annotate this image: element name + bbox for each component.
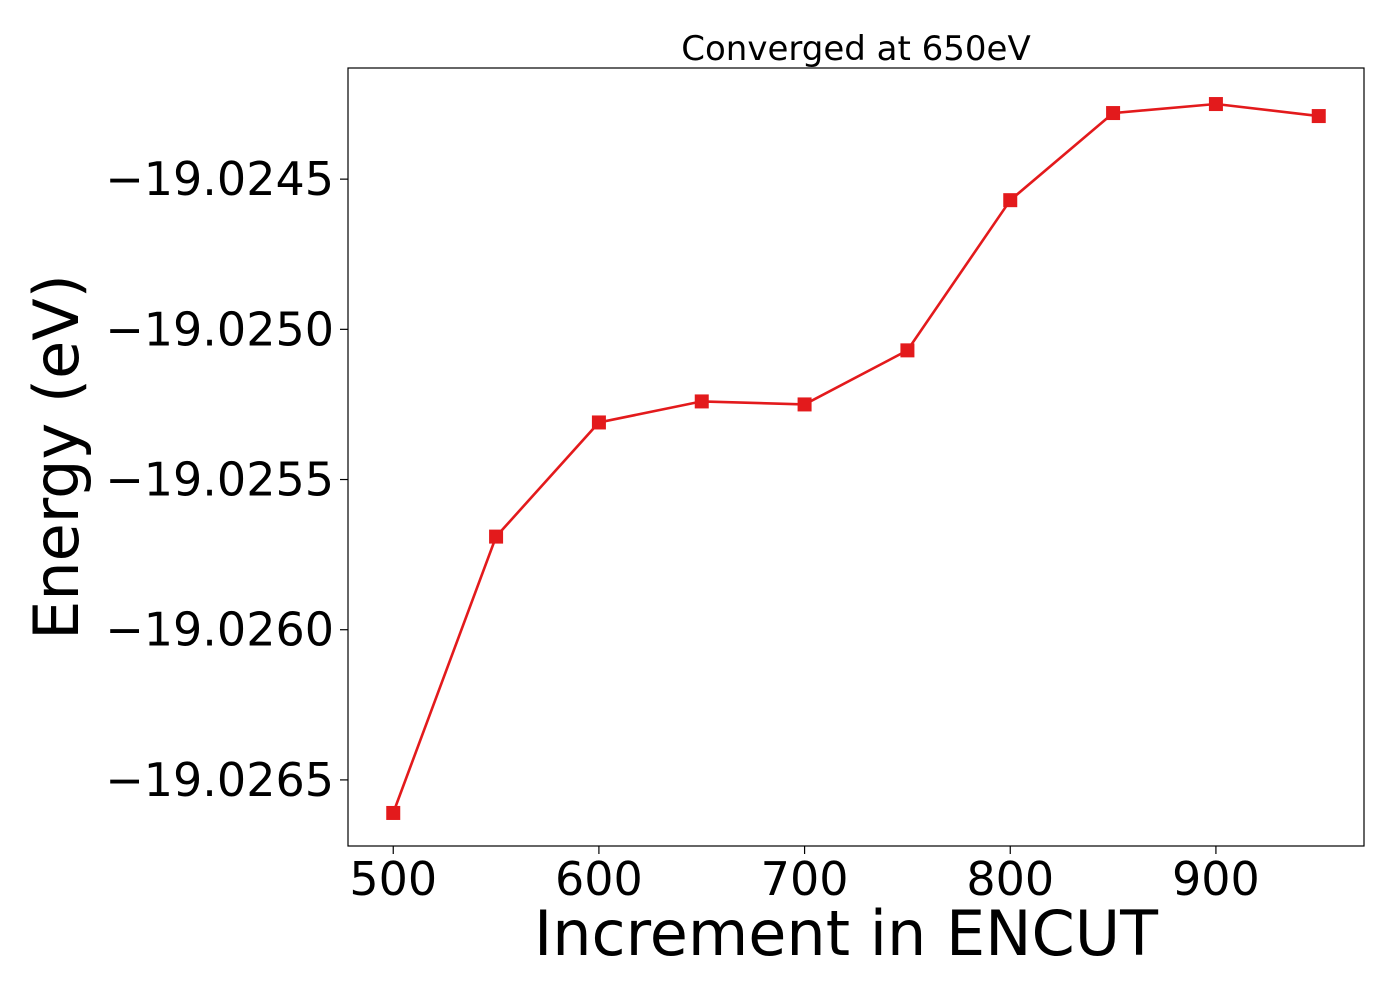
- y-tick-label: −19.0255: [105, 453, 334, 507]
- x-axis-title: Increment in ENCUT: [534, 897, 1159, 970]
- x-tick-label: 900: [1172, 852, 1260, 906]
- plot-frame: [347, 67, 1365, 847]
- data-point: [1106, 106, 1121, 121]
- data-point: [797, 397, 812, 412]
- x-axis: 500 600 700 800 900: [349, 846, 1260, 906]
- x-tick-label: 500: [349, 852, 437, 906]
- data-point: [1003, 193, 1018, 208]
- data-point: [694, 394, 709, 409]
- y-tick-label: −19.0250: [105, 302, 334, 356]
- y-axis-title: Energy (eV): [20, 274, 93, 640]
- plot-area: [386, 97, 1326, 820]
- y-tick-label: −19.0260: [105, 603, 334, 657]
- data-point: [1311, 109, 1326, 124]
- data-point: [386, 805, 401, 820]
- y-tick-label: −19.0245: [105, 152, 334, 206]
- data-point: [900, 343, 915, 358]
- y-axis: −19.0245 −19.0250 −19.0255 −19.0260 −19.0265: [105, 152, 348, 807]
- x-tick-label: 800: [966, 852, 1054, 906]
- data-point: [1208, 97, 1223, 112]
- chart-title: Converged at 650eV: [681, 29, 1030, 69]
- x-tick-label: 600: [555, 852, 643, 906]
- data-point: [591, 415, 606, 430]
- series-line: [391, 102, 1319, 814]
- y-tick-label: −19.0265: [105, 753, 334, 807]
- x-tick-label: 700: [761, 852, 849, 906]
- data-point: [489, 529, 504, 544]
